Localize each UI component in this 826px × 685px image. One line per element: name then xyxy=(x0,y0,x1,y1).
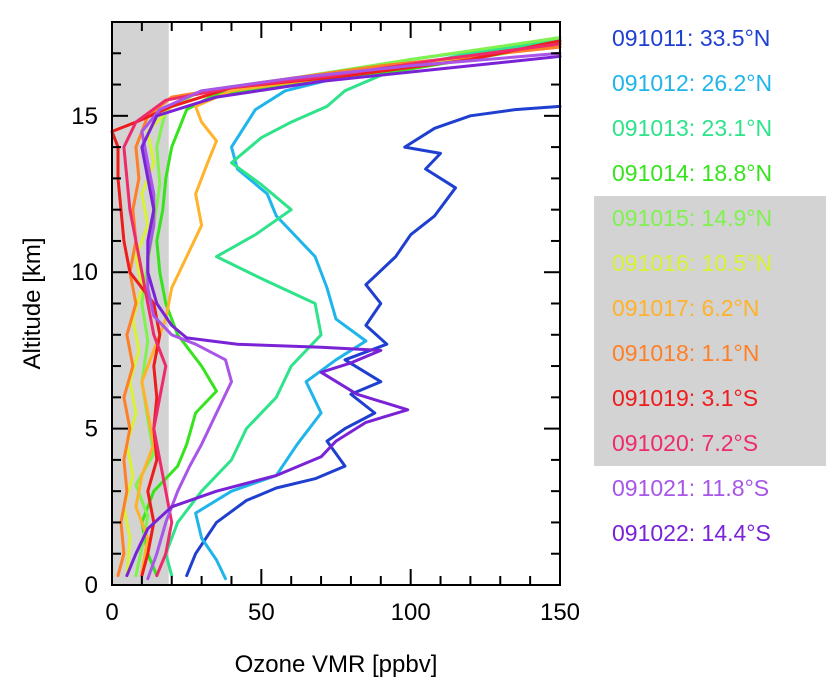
legend-entry-7: 091018: 1.1°N xyxy=(612,340,759,366)
legend-entry-10: 091021: 11.8°S xyxy=(612,475,769,501)
legend-entry-8: 091019: 3.1°S xyxy=(612,385,758,411)
series-line-0 xyxy=(185,104,562,578)
legend-entry-1: 091012: 26.2°N xyxy=(612,70,772,96)
y-tick-label: 0 xyxy=(85,572,98,599)
x-axis-title: Ozone VMR [ppbv] xyxy=(235,651,438,678)
y-tick-label: 10 xyxy=(71,259,98,286)
legend-entry-5: 091016: 10.5°N xyxy=(612,250,772,276)
series-line-8 xyxy=(110,39,562,578)
x-tick-label: 100 xyxy=(391,599,431,626)
legend-entry-3: 091014: 18.8°N xyxy=(612,160,772,186)
legend-entry-2: 091013: 23.1°N xyxy=(612,115,772,141)
legend-entry-11: 091022: 14.4°S xyxy=(612,520,771,546)
series-line-10 xyxy=(140,51,562,581)
series-lines xyxy=(110,36,562,581)
series-line-1 xyxy=(194,36,562,581)
x-tick-label: 150 xyxy=(540,599,580,626)
tick-labels: 0 50 100 150 0 5 10 15 xyxy=(71,103,580,626)
legend: 091011: 33.5°N 091012: 26.2°N 091013: 23.1… xyxy=(612,25,772,546)
x-tick-label: 0 xyxy=(105,599,118,626)
legend-entry-9: 091020: 7.2°S xyxy=(612,430,758,456)
y-axis-title: Altitude [km] xyxy=(19,237,46,369)
legend-highlight xyxy=(594,196,826,466)
legend-entry-6: 091017: 6.2°N xyxy=(612,295,759,321)
series-line-9 xyxy=(122,42,562,578)
series-line-11 xyxy=(125,54,562,578)
legend-entry-0: 091011: 33.5°N xyxy=(612,25,770,51)
legend-entry-4: 091015: 14.9°N xyxy=(612,205,772,231)
axis-ticks xyxy=(111,21,561,586)
x-tick-label: 50 xyxy=(248,599,275,626)
series-line-2 xyxy=(164,39,562,578)
y-tick-label: 15 xyxy=(71,103,98,130)
y-tick-label: 5 xyxy=(85,416,98,443)
